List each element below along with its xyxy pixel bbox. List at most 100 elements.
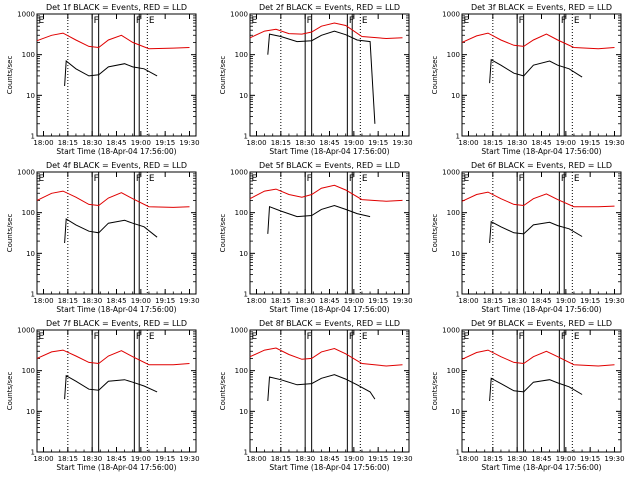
y-tick-label: 1 (456, 449, 460, 457)
x-tick-label: 18:30 (82, 455, 102, 463)
y-tick-label: 10 (239, 408, 248, 416)
event-marker-label: F (349, 174, 354, 184)
chart-panel: Det 5f BLACK = Events, RED = LLD 1 10 100 10… (219, 161, 413, 314)
x-tick-label: 18:45 (106, 297, 126, 305)
y-tick-label: 100 (447, 209, 460, 217)
x-tick-label: 19:30 (604, 297, 624, 305)
chart-panel: Det 6f BLACK = Events, RED = LLD 1 10 100 10… (431, 161, 625, 314)
y-tick-label: 100 (22, 51, 35, 59)
x-axis-label: Start Time (18-Apr-04 17:56:00) (481, 305, 601, 314)
events-series-line (489, 220, 583, 244)
event-marker-label: E (464, 16, 470, 26)
chart-panel: Det 3f BLACK = Events, RED = LLD 1 10 100 10… (431, 3, 625, 156)
lld-series-line (461, 191, 615, 208)
lld-series-line (249, 184, 403, 202)
x-tick-label: 18:15 (271, 455, 291, 463)
y-axis-label: Counts/sec (6, 214, 14, 253)
x-tick-label: 18:00 (458, 455, 478, 463)
event-marker-label: F (519, 174, 524, 184)
y-tick-label: 1000 (17, 327, 35, 335)
event-marker-label: E (574, 16, 580, 26)
x-tick-label: 18:15 (271, 139, 291, 147)
y-tick-label: 1 (31, 449, 35, 457)
chart-title: Det 9f BLACK = Events, RED = LLD (471, 319, 612, 328)
x-tick-label: 18:15 (271, 297, 291, 305)
lld-series-line (36, 32, 190, 50)
event-marker-label: E (39, 174, 45, 184)
event-marker-label: E (362, 16, 368, 26)
event-marker-label: E (149, 332, 155, 342)
plot-frame (461, 329, 622, 453)
x-tick-label: 18:30 (507, 139, 527, 147)
event-marker-label: F (561, 16, 566, 26)
chart-title: Det 7f BLACK = Events, RED = LLD (46, 319, 187, 328)
x-tick-label: 18:45 (531, 297, 551, 305)
x-tick-label: 18:30 (295, 297, 315, 305)
y-tick-label: 10 (451, 408, 460, 416)
x-tick-label: 19:15 (155, 297, 175, 305)
chart-title: Det 2f BLACK = Events, RED = LLD (259, 3, 400, 12)
y-tick-label: 100 (22, 367, 35, 375)
y-tick-label: 1 (31, 133, 35, 141)
x-tick-label: 18:30 (507, 297, 527, 305)
event-marker-label: F (561, 332, 566, 342)
event-marker-label: E (362, 174, 368, 184)
x-tick-label: 19:00 (131, 297, 151, 305)
y-tick-label: 100 (235, 209, 248, 217)
y-tick-label: 100 (447, 51, 460, 59)
x-axis-label: Start Time (18-Apr-04 17:56:00) (269, 463, 389, 472)
x-tick-label: 19:00 (556, 455, 576, 463)
x-tick-label: 19:30 (392, 297, 412, 305)
x-axis-label: Start Time (18-Apr-04 17:56:00) (481, 147, 601, 156)
events-series-line (267, 374, 376, 402)
x-tick-label: 18:15 (58, 455, 78, 463)
x-tick-label: 19:15 (580, 139, 600, 147)
plot-frame (36, 13, 197, 137)
x-tick-label: 18:00 (33, 139, 53, 147)
y-axis-label: Counts/sec (6, 372, 14, 411)
x-tick-label: 18:30 (507, 455, 527, 463)
event-marker-label: E (252, 16, 258, 26)
event-marker-label: E (574, 332, 580, 342)
chart-panel: Det 2f BLACK = Events, RED = LLD 1 10 100 10… (219, 3, 413, 156)
chart-title: Det 8f BLACK = Events, RED = LLD (259, 319, 400, 328)
y-axis-label: Counts/sec (219, 56, 227, 95)
events-series-line (64, 60, 158, 87)
x-tick-label: 18:00 (458, 139, 478, 147)
event-marker-label: F (307, 332, 312, 342)
y-tick-label: 1000 (17, 11, 35, 19)
x-tick-label: 18:15 (58, 139, 78, 147)
event-marker-label: E (464, 174, 470, 184)
event-marker-label: E (39, 16, 45, 26)
event-marker-label: E (39, 332, 45, 342)
x-axis-label: Start Time (18-Apr-04 17:56:00) (56, 463, 176, 472)
y-tick-label: 10 (451, 250, 460, 258)
y-tick-label: 1 (31, 291, 35, 299)
x-tick-label: 18:45 (106, 455, 126, 463)
x-tick-label: 18:45 (531, 139, 551, 147)
event-marker-label: F (519, 16, 524, 26)
event-marker-label: F (94, 174, 99, 184)
event-marker-label: F (519, 332, 524, 342)
plot-frame (461, 13, 622, 137)
x-tick-label: 19:00 (556, 139, 576, 147)
x-tick-label: 18:00 (458, 297, 478, 305)
plot-frame (249, 171, 410, 295)
chart-title: Det 4f BLACK = Events, RED = LLD (46, 161, 187, 170)
x-tick-label: 19:30 (179, 297, 199, 305)
chart-title: Det 6f BLACK = Events, RED = LLD (471, 161, 612, 170)
event-marker-label: F (307, 16, 312, 26)
chart-title: Det 3f BLACK = Events, RED = LLD (471, 3, 612, 12)
event-marker-label: F (136, 332, 141, 342)
y-tick-label: 1000 (17, 169, 35, 177)
x-tick-label: 18:15 (483, 455, 503, 463)
x-tick-label: 18:45 (319, 455, 339, 463)
chart-panel: Det 1f BLACK = Events, RED = LLD 1 10 100 10… (6, 3, 200, 156)
x-tick-label: 18:45 (106, 139, 126, 147)
event-marker-label: E (574, 174, 580, 184)
y-tick-label: 100 (447, 367, 460, 375)
x-tick-label: 19:00 (131, 455, 151, 463)
x-tick-label: 18:15 (483, 139, 503, 147)
